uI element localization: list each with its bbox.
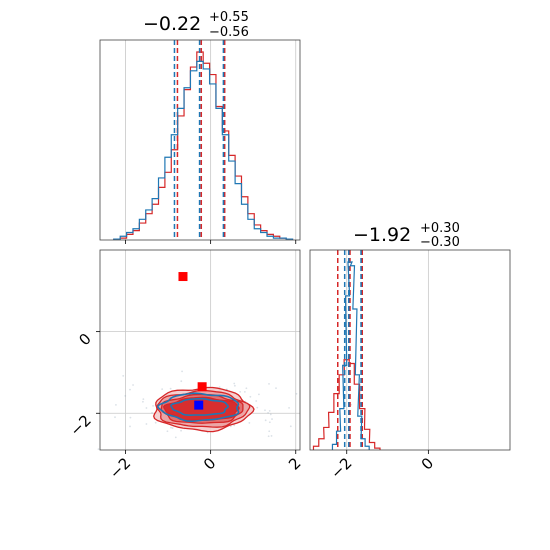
param1-lower: −0.56 [209, 25, 249, 40]
sample-point [270, 435, 273, 437]
sample-point [180, 429, 182, 432]
sample-point [129, 416, 132, 419]
sample-point [180, 380, 183, 383]
param1-histogram-frame [99, 39, 301, 241]
sample-point [129, 388, 131, 391]
sample-point [97, 448, 100, 451]
param2-title: −1.92 +0.30 −0.30 [353, 221, 460, 250]
sample-point [239, 390, 242, 393]
sample-point [233, 382, 236, 385]
sample-point [268, 382, 270, 385]
y-tick-label: −2 [66, 411, 94, 439]
sample-point [154, 421, 157, 424]
sample-point [114, 416, 116, 419]
x-tick-label: −2 [327, 454, 355, 482]
param2-histogram-panel [309, 249, 511, 451]
sample-point [233, 384, 236, 387]
param2-median: −1.92 [353, 224, 411, 246]
marker-square [178, 272, 188, 282]
joint-contour-panel [97, 249, 353, 451]
sample-point [249, 395, 252, 398]
sample-point [122, 374, 125, 377]
sample-point [248, 422, 251, 424]
sample-point [229, 425, 232, 428]
tick-labels: −2 0 2 0 −2 −2 0 [66, 240, 437, 482]
param2-upper: +0.30 [420, 221, 460, 236]
sample-point [258, 393, 260, 396]
param2-lower: −0.30 [420, 235, 460, 250]
x-tick-label: 2 [285, 454, 304, 473]
sample-point [268, 430, 271, 433]
sample-point [269, 413, 272, 416]
sample-point [233, 424, 236, 427]
sample-point [243, 390, 246, 393]
x-tick-label: 0 [418, 454, 437, 473]
sample-point [142, 400, 144, 403]
joint-contour-frame [99, 249, 301, 451]
param2-histogram-frame [309, 249, 511, 451]
x-tick-label: 0 [200, 454, 219, 473]
sample-point [268, 421, 271, 424]
sample-point [288, 406, 290, 409]
sample-point [256, 406, 259, 409]
param1-title: −0.22 +0.55 −0.56 [143, 10, 249, 40]
contour-line-series-2 [157, 392, 240, 423]
sample-point [170, 426, 172, 429]
sample-point [129, 425, 131, 428]
y-tick-label: 0 [75, 330, 94, 349]
sample-point [255, 400, 258, 402]
sample-point [145, 423, 148, 425]
sample-point [174, 436, 177, 439]
sample-point [124, 395, 127, 397]
sample-point [245, 387, 248, 390]
param1-median: −0.22 [143, 13, 201, 35]
sample-point [295, 392, 298, 395]
sample-point [151, 411, 153, 414]
sample-point [161, 388, 164, 391]
sample-point [267, 435, 270, 438]
sample-point [271, 418, 273, 420]
sample-point [268, 410, 271, 412]
sample-point [289, 425, 292, 428]
sample-point [264, 409, 266, 412]
histogram-series-2 [113, 60, 294, 240]
param1-histogram-panel [99, 39, 301, 241]
x-tick-label: −2 [106, 454, 134, 482]
histogram-series-1 [113, 51, 294, 240]
marker-square [197, 382, 207, 392]
sample-point [171, 427, 174, 429]
sample-point [142, 398, 145, 400]
param1-upper: +0.55 [209, 10, 249, 25]
sample-point [264, 419, 267, 422]
sample-point [166, 430, 169, 433]
contour-line-series-2 [170, 397, 229, 417]
sample-point [275, 387, 277, 390]
sample-point [169, 387, 172, 390]
sample-point [218, 386, 221, 388]
sample-point [132, 384, 134, 386]
sample-point [115, 403, 117, 406]
sample-point [267, 412, 269, 414]
sample-point [181, 370, 183, 373]
sample-point [152, 404, 154, 407]
marker-square [194, 400, 204, 410]
sample-point [145, 407, 148, 409]
